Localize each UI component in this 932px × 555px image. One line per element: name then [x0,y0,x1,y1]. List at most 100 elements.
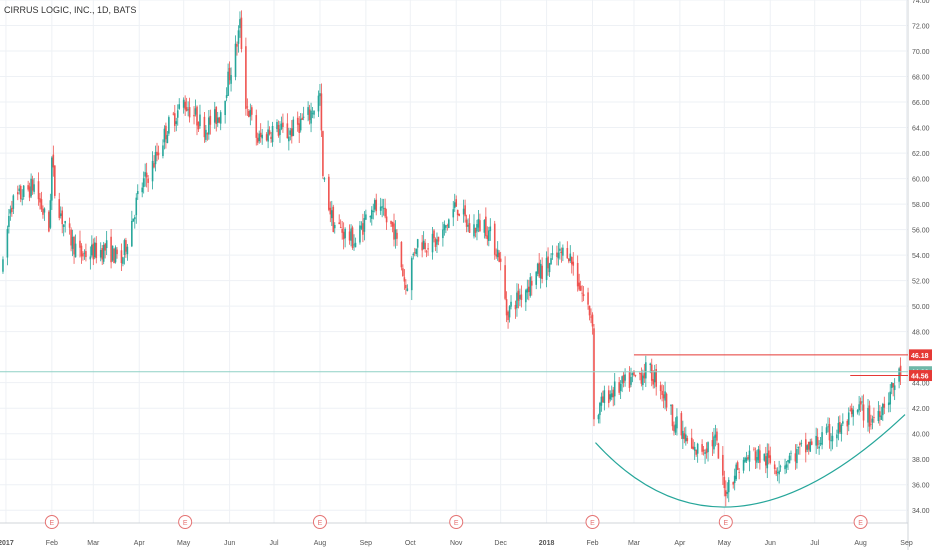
candle-body [725,490,727,497]
candle-body [840,424,843,435]
candle-body [671,404,674,427]
candle-body [516,292,518,309]
candle-body [396,232,398,239]
candle-body [323,178,326,180]
candle-body [519,295,521,299]
candle-body [113,248,115,264]
candle-body [557,252,560,259]
earnings-marker-label: E [183,520,188,527]
candle-body [514,304,517,310]
candle-body [842,421,844,424]
candle-body [732,482,735,485]
candle-body [566,248,569,259]
candle-body [196,106,198,126]
candle-body [630,376,632,385]
candle-body [828,424,831,441]
earnings-marker [585,515,600,529]
candle-body [58,199,61,218]
candle-body [880,415,883,420]
candle-body [548,263,551,273]
candle-body [582,294,585,297]
x-tick-label: 2017 [0,540,14,547]
candle-body [588,305,591,316]
candle-body [541,265,543,279]
candle-body [754,451,757,461]
candle-body [861,401,863,403]
candle-body [443,224,446,231]
candle-body [30,178,32,197]
candle-body [282,122,284,127]
y-tick-label: 54.00 [912,253,930,260]
candle-body [21,198,24,200]
candle-body [116,249,118,255]
candle-body [613,381,616,397]
candle-body [92,243,95,260]
x-tick-label: Jul [270,540,279,547]
candle-body [690,437,693,449]
candle-body [612,389,615,398]
candle-body [359,225,361,243]
candle-body [576,263,579,287]
candle-body [393,223,395,240]
earnings-marker [312,515,327,529]
candle-body [291,128,293,137]
x-tick-label: Apr [674,540,686,547]
candle-body [526,288,529,293]
candle-body [659,385,662,392]
candle-body [673,425,675,432]
candle-body [42,208,44,215]
candle-body [16,192,19,195]
y-tick-label: 56.00 [912,228,930,235]
candle-body [168,117,170,134]
candle-body [156,151,158,156]
candle-body [166,135,169,144]
candle-body [394,229,397,240]
candle-body [713,436,715,450]
candle-body [31,179,34,191]
candle-body [462,208,465,215]
candle-body [363,218,366,232]
candle-body [815,435,817,446]
candle-body [385,216,388,223]
candle-body [892,383,894,388]
candle-body [560,251,563,254]
y-tick-label: 38.00 [912,457,930,464]
candle-body [199,114,201,126]
candle-body [631,373,634,375]
candle-body [590,316,592,318]
candle-body [341,228,343,233]
candle-body [645,362,647,379]
candle-body [424,242,426,250]
candle-body [251,107,253,115]
price-badge-46-18: 46.18 [911,353,929,360]
candle-body [600,396,603,406]
candle-body [313,110,315,115]
earnings-marker [44,515,59,529]
candle-body [49,200,52,228]
candle-body [61,210,64,225]
candle-body [800,442,803,444]
candle-body [655,369,657,387]
y-tick-label: 44.00 [912,381,930,388]
candle-body [766,453,769,469]
candle-body [495,254,498,257]
candle-body [859,401,862,405]
candle-body [133,217,136,220]
candle-body [634,374,637,376]
candle-body [508,306,511,318]
x-tick-label: Feb [586,540,598,547]
candle-body [365,214,367,220]
candle-body [245,46,247,109]
candle-body [711,440,714,447]
candle-body [310,110,312,124]
candle-body [692,446,695,450]
y-tick-label: 58.00 [912,202,930,209]
candle-body [421,242,423,251]
candle-body [431,233,434,253]
candle-body [64,220,66,224]
candle-body [216,117,219,123]
x-tick-label: Mar [628,540,641,547]
candle-body [579,285,582,291]
